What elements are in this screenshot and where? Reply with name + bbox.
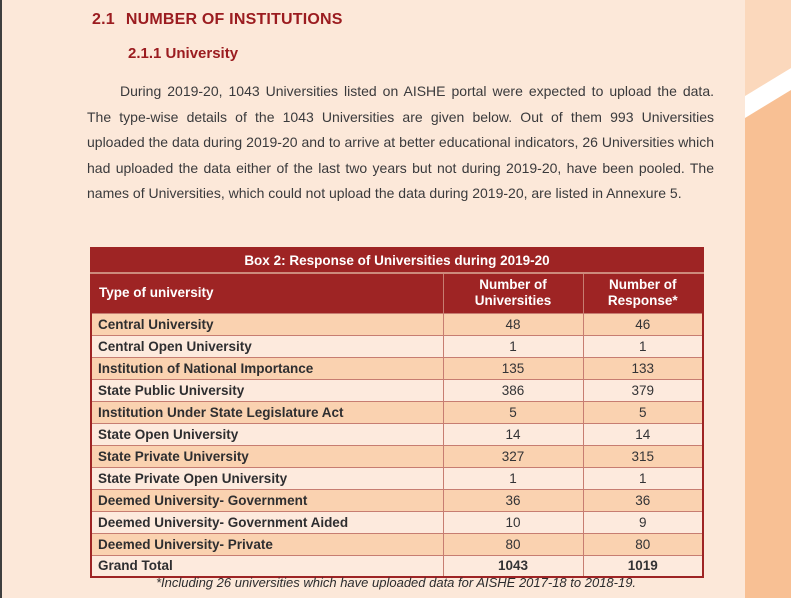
cell-type: State Open University <box>90 422 444 446</box>
cell-type: Deemed University- Private <box>90 532 444 556</box>
table-row: Deemed University- Government Aided 10 9 <box>90 510 704 534</box>
universities-response-table: Box 2: Response of Universities during 2… <box>90 247 704 578</box>
table-row-grand-total: Grand Total 1043 1019 <box>90 554 704 578</box>
cell-type: Grand Total <box>90 554 444 578</box>
cell-type: Deemed University- Government <box>90 488 444 512</box>
cell-universities: 1043 <box>442 554 584 578</box>
table-row: Central University 48 46 <box>90 312 704 336</box>
cell-type: Deemed University- Government Aided <box>90 510 444 534</box>
cell-response: 133 <box>582 356 704 380</box>
decorative-ribbon <box>745 0 791 598</box>
cell-universities: 36 <box>442 488 584 512</box>
table-row: Deemed University- Government 36 36 <box>90 488 704 512</box>
table-row: State Private University 327 315 <box>90 444 704 468</box>
cell-universities: 5 <box>442 400 584 424</box>
table-row: Institution Under State Legislature Act 5… <box>90 400 704 424</box>
column-header-type: Type of university <box>90 272 444 314</box>
table-column-header-row: Type of university Number of Universitie… <box>90 272 704 314</box>
column-header-universities: Number of Universities <box>442 272 584 314</box>
cell-type: State Private University <box>90 444 444 468</box>
table-row: Deemed University- Private 80 80 <box>90 532 704 556</box>
cell-universities: 1 <box>442 334 584 358</box>
page-left-edge <box>0 0 2 598</box>
cell-universities: 80 <box>442 532 584 556</box>
table-row: State Open University 14 14 <box>90 422 704 446</box>
section-title: NUMBER OF INSTITUTIONS <box>125 11 343 28</box>
cell-universities: 386 <box>442 378 584 402</box>
cell-universities: 10 <box>442 510 584 534</box>
cell-response: 14 <box>582 422 704 446</box>
cell-response: 5 <box>582 400 704 424</box>
table-body: Central University 48 46 Central Open Unive… <box>90 312 704 578</box>
cell-universities: 14 <box>442 422 584 446</box>
table-footnote: *Including 26 universities which have up… <box>155 575 637 590</box>
cell-response: 9 <box>582 510 704 534</box>
section-heading: 2.1 NUMBER OF INSTITUTIONS <box>92 11 343 29</box>
table-row: State Public University 386 379 <box>90 378 704 402</box>
cell-type: State Public University <box>90 378 444 402</box>
table-row: Institution of National Importance 135 133 <box>90 356 704 380</box>
body-paragraph: During 2019-20, 1043 Universities listed… <box>87 83 714 202</box>
cell-type: Institution Under State Legislature Act <box>90 400 444 424</box>
cell-universities: 1 <box>442 466 584 490</box>
section-number: 2.1 <box>92 11 115 28</box>
cell-response: 315 <box>582 444 704 468</box>
cell-type: Central Open University <box>90 334 444 358</box>
table-title: Box 2: Response of Universities during 2… <box>91 248 703 274</box>
cell-response: 36 <box>582 488 704 512</box>
cell-response: 1 <box>582 466 704 490</box>
table-title-row: Box 2: Response of Universities during 2… <box>91 248 703 274</box>
table-row: State Private Open University 1 1 <box>90 466 704 490</box>
cell-universities: 135 <box>442 356 584 380</box>
cell-response: 46 <box>582 312 704 336</box>
cell-response: 379 <box>582 378 704 402</box>
cell-type: Institution of National Importance <box>90 356 444 380</box>
cell-response: 1 <box>582 334 704 358</box>
cell-type: Central University <box>90 312 444 336</box>
cell-universities: 48 <box>442 312 584 336</box>
cell-response: 1019 <box>582 554 704 578</box>
subsection-heading: 2.1.1 University <box>128 45 239 62</box>
column-header-response: Number of Response* <box>582 272 704 314</box>
cell-type: State Private Open University <box>90 466 444 490</box>
table-row: Central Open University 1 1 <box>90 334 704 358</box>
cell-response: 80 <box>582 532 704 556</box>
cell-universities: 327 <box>442 444 584 468</box>
